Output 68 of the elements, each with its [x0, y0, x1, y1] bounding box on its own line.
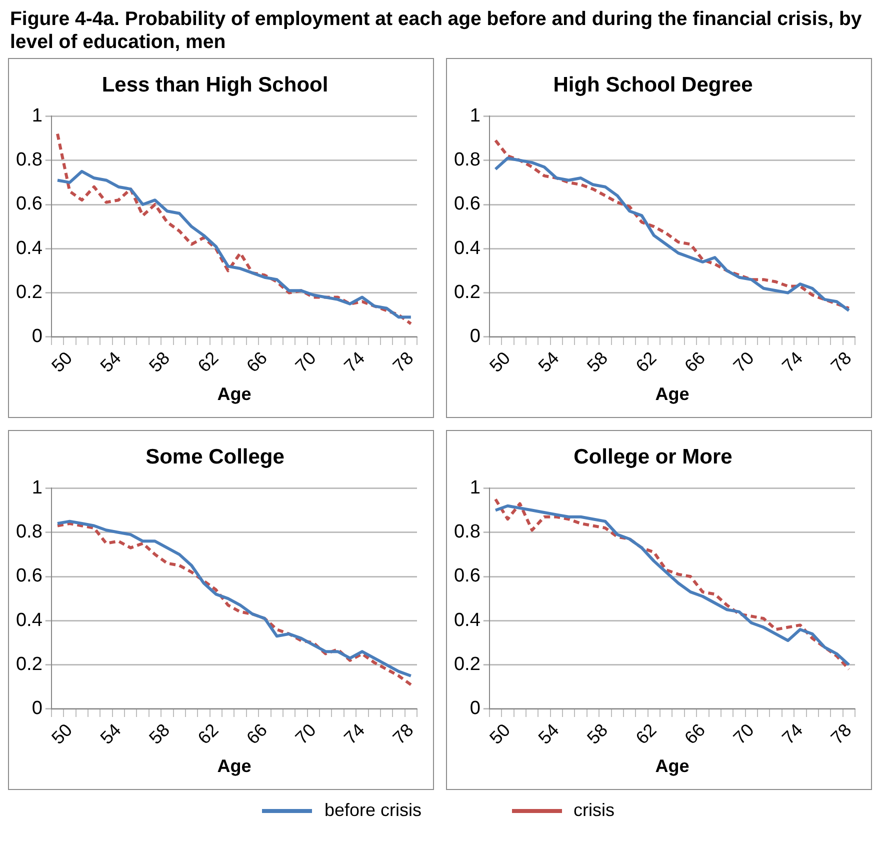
- x-tick-label: 70: [291, 348, 320, 376]
- x-tick-label: 58: [145, 348, 174, 376]
- x-tick-label: 66: [680, 720, 710, 748]
- legend-label: crisis: [574, 800, 615, 821]
- x-tick-label: 54: [96, 720, 125, 748]
- y-tick-label: 0.2: [454, 282, 480, 304]
- x-tick-label: 78: [826, 348, 856, 376]
- chart-title: Some College: [146, 445, 284, 468]
- x-tick-label: 74: [340, 720, 369, 748]
- x-tick-label: 74: [340, 348, 369, 376]
- x-tick-label: 70: [729, 720, 758, 748]
- line-series: [56, 132, 412, 326]
- y-tick-label: 0.8: [16, 150, 42, 171]
- x-tick-label: 50: [48, 720, 76, 748]
- x-tick-label: 74: [778, 720, 807, 748]
- x-axis-title: Age: [655, 384, 690, 404]
- y-tick-label: 0.4: [16, 610, 43, 631]
- x-tick-label: 62: [632, 720, 660, 748]
- y-tick-label: 0.6: [454, 566, 480, 587]
- y-tick-label: 1: [470, 105, 480, 126]
- y-tick-label: 0: [32, 326, 42, 348]
- x-tick-label: 66: [680, 348, 710, 376]
- y-tick-label: 1: [470, 477, 480, 498]
- y-tick-label: 0.6: [16, 566, 42, 587]
- x-tick-label: 54: [96, 348, 125, 376]
- y-tick-label: 0.2: [454, 654, 480, 676]
- x-tick-label: 58: [583, 348, 612, 376]
- x-axis-title: Age: [217, 384, 252, 404]
- legend-label: before crisis: [324, 800, 422, 821]
- x-tick-label: 50: [486, 348, 514, 376]
- x-tick-label: 50: [486, 720, 514, 748]
- y-tick-label: 0.8: [16, 522, 42, 543]
- chart-title: Less than High School: [102, 73, 328, 96]
- x-tick-label: 74: [778, 348, 807, 376]
- y-tick-label: 0: [470, 326, 480, 348]
- x-tick-label: 66: [242, 348, 272, 376]
- x-tick-label: 70: [729, 348, 758, 376]
- x-tick-label: 50: [48, 348, 76, 376]
- y-tick-label: 0.4: [16, 238, 43, 259]
- x-tick-label: 62: [194, 720, 222, 748]
- y-tick-label: 0: [470, 698, 480, 720]
- y-tick-label: 0.4: [454, 610, 481, 631]
- x-tick-label: 78: [388, 720, 418, 748]
- x-tick-label: 66: [242, 720, 272, 748]
- x-tick-label: 78: [388, 348, 418, 376]
- y-tick-label: 0.8: [454, 150, 480, 171]
- chart-title: College or More: [574, 445, 732, 468]
- x-tick-label: 62: [632, 348, 660, 376]
- y-tick-label: 0.6: [454, 194, 480, 215]
- x-axis-title: Age: [217, 756, 252, 776]
- y-tick-label: 1: [32, 477, 42, 498]
- x-tick-label: 78: [826, 720, 856, 748]
- x-tick-label: 58: [583, 720, 612, 748]
- caption: Figure 4-4a. Probability of employment at each age before and during the financial crisis, by level of education, men: [10, 8, 863, 54]
- y-tick-label: 0.2: [16, 654, 42, 676]
- y-tick-label: 0.8: [454, 522, 480, 543]
- chart-title: High School Degree: [553, 73, 753, 96]
- x-tick-label: 62: [194, 348, 222, 376]
- y-tick-label: 0.4: [454, 238, 481, 259]
- y-tick-label: 0.2: [16, 282, 42, 304]
- x-axis-title: Age: [655, 756, 690, 776]
- y-tick-label: 0: [32, 698, 42, 720]
- y-tick-label: 0.6: [16, 194, 42, 215]
- x-tick-label: 54: [534, 720, 563, 748]
- x-tick-label: 54: [534, 348, 563, 376]
- x-tick-label: 58: [145, 720, 174, 748]
- x-tick-label: 70: [291, 720, 320, 748]
- y-tick-label: 1: [32, 105, 42, 126]
